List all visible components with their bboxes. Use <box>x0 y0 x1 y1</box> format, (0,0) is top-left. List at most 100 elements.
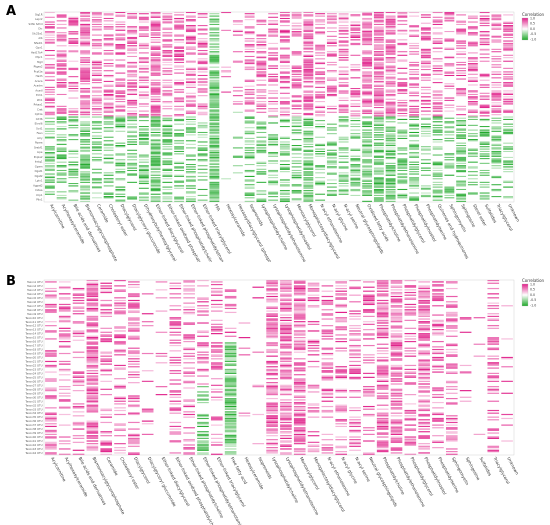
heatmap-cell <box>376 335 389 337</box>
heatmap-cell <box>362 193 373 195</box>
heatmap-cell <box>91 186 102 188</box>
heatmap-cell <box>209 131 220 134</box>
heatmap-cell <box>68 20 79 22</box>
heatmap-cell <box>303 28 314 30</box>
heatmap-cell <box>45 330 57 332</box>
heatmap-cell <box>210 367 223 369</box>
heatmap-cell <box>45 378 57 380</box>
heatmap-cell <box>385 139 396 141</box>
heatmap-cell <box>338 77 349 79</box>
heatmap-cell <box>244 31 255 33</box>
heatmap-cell <box>209 76 220 78</box>
heatmap-cell <box>487 409 500 412</box>
heatmap-cell <box>197 397 209 400</box>
heatmap-cell <box>150 15 161 17</box>
heatmap-cell <box>80 140 91 142</box>
heatmap-cell <box>362 172 373 174</box>
heatmap-cell <box>197 401 209 404</box>
heatmap-cell <box>256 145 267 147</box>
heatmap-cell <box>338 147 349 149</box>
heatmap-cell <box>404 403 417 405</box>
heatmap-cell <box>350 27 361 29</box>
heatmap-cell <box>293 419 306 421</box>
heatmap-cell <box>115 84 126 86</box>
heatmap-cell <box>103 105 114 107</box>
heatmap-cell <box>209 39 220 41</box>
heatmap-cell <box>150 90 161 92</box>
heatmap-cell <box>444 162 455 164</box>
heatmap-cell <box>349 315 361 317</box>
heatmap-cell <box>338 183 349 185</box>
heatmap-cell <box>210 287 223 290</box>
heatmap-cell <box>280 372 292 374</box>
heatmap-cell <box>244 110 255 112</box>
heatmap-cell <box>432 90 443 92</box>
heatmap-cell <box>363 427 375 429</box>
heatmap-cell <box>321 318 334 320</box>
heatmap-cell <box>293 405 306 408</box>
heatmap-cell <box>86 370 99 372</box>
heatmap-cell <box>91 142 102 144</box>
heatmap-cell <box>291 133 302 135</box>
heatmap-cell <box>103 154 114 156</box>
heatmap-cell <box>385 190 396 192</box>
row-label: Taxon5 OTU <box>27 296 43 300</box>
heatmap-cell <box>68 124 79 126</box>
heatmap-cell <box>467 148 478 150</box>
heatmap-cell <box>80 97 91 99</box>
heatmap-cell <box>127 131 138 134</box>
heatmap-cell <box>503 73 514 75</box>
heatmap-cell <box>390 314 403 316</box>
heatmap-cell <box>115 44 126 46</box>
heatmap-cell <box>293 314 306 316</box>
heatmap-cell <box>291 162 302 164</box>
heatmap-cell <box>86 280 99 282</box>
heatmap-cell <box>397 109 408 111</box>
heatmap-cell <box>224 435 237 437</box>
heatmap-cell <box>114 387 126 389</box>
heatmap-cell <box>128 428 140 430</box>
heatmap-cell <box>373 162 384 164</box>
heatmap-cell <box>473 433 486 435</box>
heatmap-cell <box>479 79 490 81</box>
heatmap-cell <box>244 164 255 166</box>
row-label: Pcyt1a <box>34 69 43 73</box>
heatmap-cell <box>224 295 237 298</box>
heatmap-cell <box>256 69 267 71</box>
heatmap-cell <box>362 121 373 123</box>
heatmap-cell <box>335 318 348 320</box>
heatmap-cell <box>326 39 337 41</box>
heatmap-cell <box>445 305 458 307</box>
heatmap-cell <box>80 178 91 180</box>
heatmap-cell <box>209 140 220 142</box>
heatmap-cell <box>209 13 220 15</box>
heatmap-cell <box>291 22 302 24</box>
heatmap-cell <box>221 71 232 73</box>
heatmap-cell <box>256 108 267 110</box>
heatmap-cell <box>467 42 478 44</box>
heatmap-cell <box>103 70 114 72</box>
heatmap-cell <box>373 167 384 169</box>
heatmap-cell <box>350 136 361 138</box>
heatmap-cell <box>72 453 85 455</box>
heatmap-cell <box>397 51 408 53</box>
heatmap-cell <box>418 364 430 367</box>
heatmap-cell <box>350 35 361 37</box>
heatmap-cell <box>335 306 348 308</box>
heatmap-cell <box>91 111 102 113</box>
heatmap-cell <box>385 191 396 193</box>
heatmap-cell <box>197 435 209 437</box>
heatmap-cell <box>397 42 408 44</box>
heatmap-cell <box>266 443 278 445</box>
heatmap-cell <box>385 53 396 55</box>
heatmap-cell <box>266 429 278 431</box>
heatmap-cell <box>127 85 138 87</box>
heatmap-cell <box>68 118 79 120</box>
heatmap-cell <box>373 160 384 162</box>
heatmap-cell <box>445 415 458 417</box>
heatmap-cell <box>44 76 55 78</box>
heatmap-cell <box>80 165 91 167</box>
heatmap-cell <box>115 79 126 81</box>
heatmap-cell <box>169 396 182 398</box>
heatmap-cell <box>456 193 467 195</box>
